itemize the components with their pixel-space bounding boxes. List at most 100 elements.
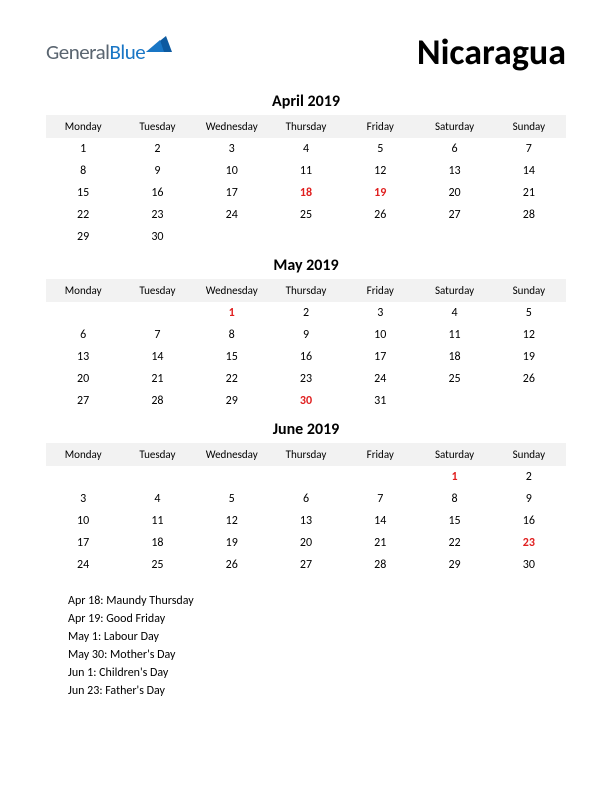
calendar-cell: 6 <box>269 488 343 510</box>
calendar-container: April 2019MondayTuesdayWednesdayThursday… <box>46 92 566 576</box>
holiday-line: Apr 19: Good Friday <box>68 610 566 628</box>
calendar-cell <box>269 226 343 248</box>
calendar-cell: 20 <box>46 368 120 390</box>
calendar-cell: 3 <box>343 302 417 324</box>
day-header: Friday <box>343 115 417 138</box>
calendar-cell: 13 <box>417 160 491 182</box>
calendar-cell <box>120 466 194 488</box>
calendar-row: 6789101112 <box>46 324 566 346</box>
calendar-cell: 4 <box>269 138 343 160</box>
calendar-cell: 1 <box>46 138 120 160</box>
calendar-cell: 20 <box>269 532 343 554</box>
calendar-cell: 19 <box>195 532 269 554</box>
calendar-cell: 29 <box>195 390 269 412</box>
calendar-cell <box>343 226 417 248</box>
calendar-row: 3456789 <box>46 488 566 510</box>
calendar-cell: 10 <box>46 510 120 532</box>
calendar-row: 10111213141516 <box>46 510 566 532</box>
calendar-cell: 27 <box>269 554 343 576</box>
logo-part2: Blue <box>109 39 145 65</box>
calendar-cell: 24 <box>195 204 269 226</box>
calendar-row: 2930 <box>46 226 566 248</box>
calendar-cell <box>46 302 120 324</box>
calendar-cell <box>269 466 343 488</box>
calendar-cell: 18 <box>417 346 491 368</box>
calendar-cell: 23 <box>269 368 343 390</box>
calendar-row: 17181920212223 <box>46 532 566 554</box>
calendar-cell: 14 <box>343 510 417 532</box>
calendar-table: MondayTuesdayWednesdayThursdayFridaySatu… <box>46 443 566 576</box>
calendar-row: 24252627282930 <box>46 554 566 576</box>
calendar-row: 13141516171819 <box>46 346 566 368</box>
calendar-cell: 14 <box>492 160 566 182</box>
calendar-cell: 13 <box>46 346 120 368</box>
calendar-cell: 15 <box>46 182 120 204</box>
day-header: Saturday <box>417 115 491 138</box>
calendar-cell: 16 <box>269 346 343 368</box>
calendar-cell: 12 <box>195 510 269 532</box>
calendar-cell: 6 <box>417 138 491 160</box>
day-header: Tuesday <box>120 115 194 138</box>
day-header: Friday <box>343 279 417 302</box>
logo: GeneralBlue <box>46 39 172 65</box>
calendar-cell: 7 <box>492 138 566 160</box>
calendar-cell: 9 <box>269 324 343 346</box>
calendar-cell: 17 <box>46 532 120 554</box>
calendar-cell: 15 <box>195 346 269 368</box>
calendar-cell: 27 <box>417 204 491 226</box>
calendar-table: MondayTuesdayWednesdayThursdayFridaySatu… <box>46 279 566 412</box>
calendar-cell <box>195 466 269 488</box>
calendar-cell <box>343 466 417 488</box>
holiday-line: Jun 1: Children's Day <box>68 664 566 682</box>
calendar-cell: 7 <box>120 324 194 346</box>
calendar-cell: 23 <box>492 532 566 554</box>
calendar-row: 1234567 <box>46 138 566 160</box>
calendar-cell: 2 <box>492 466 566 488</box>
day-header: Thursday <box>269 443 343 466</box>
calendar-cell <box>46 466 120 488</box>
calendar-cell <box>120 302 194 324</box>
calendar-cell <box>417 390 491 412</box>
calendar-cell: 8 <box>417 488 491 510</box>
header: GeneralBlue Nicaragua <box>46 30 566 74</box>
calendar-cell: 24 <box>343 368 417 390</box>
calendar-cell: 22 <box>195 368 269 390</box>
calendar-cell: 25 <box>120 554 194 576</box>
holiday-list: Apr 18: Maundy ThursdayApr 19: Good Frid… <box>46 592 566 700</box>
calendar-cell: 12 <box>343 160 417 182</box>
calendar-cell: 18 <box>269 182 343 204</box>
calendar-cell: 2 <box>269 302 343 324</box>
calendar-cell: 26 <box>492 368 566 390</box>
month-block: April 2019MondayTuesdayWednesdayThursday… <box>46 92 566 248</box>
calendar-cell: 13 <box>269 510 343 532</box>
logo-triangle-icon <box>146 36 172 57</box>
calendar-cell: 25 <box>269 204 343 226</box>
day-header: Thursday <box>269 115 343 138</box>
calendar-cell: 29 <box>46 226 120 248</box>
calendar-table: MondayTuesdayWednesdayThursdayFridaySatu… <box>46 115 566 248</box>
calendar-cell: 22 <box>46 204 120 226</box>
day-header: Saturday <box>417 279 491 302</box>
calendar-cell: 7 <box>343 488 417 510</box>
day-header: Thursday <box>269 279 343 302</box>
calendar-cell: 11 <box>120 510 194 532</box>
calendar-cell: 11 <box>417 324 491 346</box>
calendar-cell: 10 <box>195 160 269 182</box>
calendar-cell: 21 <box>492 182 566 204</box>
calendar-cell: 9 <box>492 488 566 510</box>
calendar-cell: 8 <box>195 324 269 346</box>
calendar-cell: 28 <box>492 204 566 226</box>
calendar-cell: 18 <box>120 532 194 554</box>
calendar-cell: 16 <box>120 182 194 204</box>
calendar-cell: 12 <box>492 324 566 346</box>
calendar-cell: 17 <box>195 182 269 204</box>
calendar-cell <box>492 226 566 248</box>
holiday-line: Jun 23: Father's Day <box>68 682 566 700</box>
calendar-cell: 28 <box>120 390 194 412</box>
calendar-cell: 14 <box>120 346 194 368</box>
month-block: May 2019MondayTuesdayWednesdayThursdayFr… <box>46 256 566 412</box>
calendar-row: 22232425262728 <box>46 204 566 226</box>
calendar-cell: 3 <box>195 138 269 160</box>
day-header: Sunday <box>492 443 566 466</box>
day-header: Monday <box>46 115 120 138</box>
